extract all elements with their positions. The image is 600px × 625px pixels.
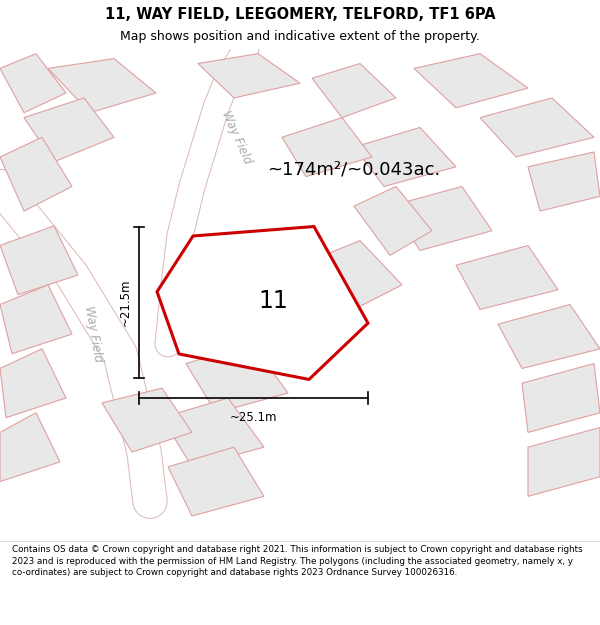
Polygon shape bbox=[162, 398, 264, 467]
Polygon shape bbox=[354, 127, 456, 186]
Polygon shape bbox=[0, 138, 72, 211]
Polygon shape bbox=[24, 98, 114, 162]
Text: Contains OS data © Crown copyright and database right 2021. This information is : Contains OS data © Crown copyright and d… bbox=[12, 545, 583, 578]
Text: Way Field: Way Field bbox=[220, 109, 254, 166]
Text: ~21.5m: ~21.5m bbox=[119, 279, 132, 326]
Text: 11, WAY FIELD, LEEGOMERY, TELFORD, TF1 6PA: 11, WAY FIELD, LEEGOMERY, TELFORD, TF1 6… bbox=[104, 7, 496, 22]
Polygon shape bbox=[0, 54, 66, 112]
Polygon shape bbox=[282, 118, 372, 177]
Polygon shape bbox=[102, 388, 192, 452]
Polygon shape bbox=[390, 186, 492, 251]
Polygon shape bbox=[0, 412, 60, 482]
Polygon shape bbox=[168, 447, 264, 516]
Polygon shape bbox=[312, 241, 402, 309]
Polygon shape bbox=[157, 226, 368, 379]
Text: 11: 11 bbox=[258, 289, 288, 312]
Polygon shape bbox=[0, 349, 66, 418]
Text: Way Field: Way Field bbox=[82, 305, 104, 363]
Polygon shape bbox=[522, 364, 600, 432]
Polygon shape bbox=[498, 304, 600, 369]
Polygon shape bbox=[456, 246, 558, 309]
Polygon shape bbox=[312, 64, 396, 118]
Polygon shape bbox=[480, 98, 594, 157]
Polygon shape bbox=[528, 152, 600, 211]
Polygon shape bbox=[414, 54, 528, 107]
Text: ~25.1m: ~25.1m bbox=[230, 411, 277, 424]
Polygon shape bbox=[0, 226, 78, 294]
Polygon shape bbox=[528, 428, 600, 496]
Polygon shape bbox=[48, 59, 156, 112]
Polygon shape bbox=[186, 344, 288, 412]
Text: Map shows position and indicative extent of the property.: Map shows position and indicative extent… bbox=[120, 30, 480, 43]
Polygon shape bbox=[0, 285, 72, 354]
Polygon shape bbox=[264, 290, 348, 359]
Text: ~174m²/~0.043ac.: ~174m²/~0.043ac. bbox=[267, 160, 440, 178]
Polygon shape bbox=[198, 54, 300, 98]
Polygon shape bbox=[354, 186, 432, 256]
